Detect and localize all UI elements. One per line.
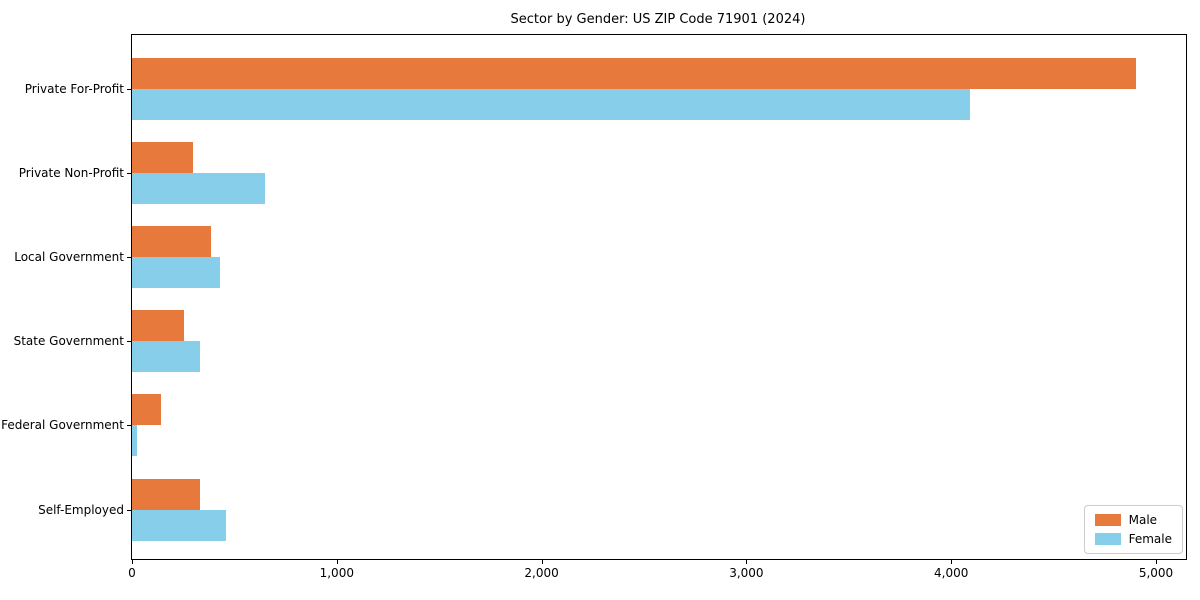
y-tick-local-government: [127, 257, 132, 259]
bar-male-local-government: [132, 226, 211, 258]
y-tick-private-non-profit: [127, 173, 132, 175]
bar-male-federal-government: [132, 394, 161, 426]
bar-female-federal-government: [132, 425, 138, 457]
x-tick-2000: [541, 559, 543, 564]
x-tick-label-4000: 4,000: [934, 566, 969, 580]
y-tick-self-employed: [127, 509, 132, 511]
x-tick-label-3000: 3,000: [729, 566, 764, 580]
y-tick-private-for-profit: [127, 89, 132, 90]
bar-female-private-non-profit: [132, 173, 266, 205]
x-tick-label-1000: 1,000: [319, 566, 354, 580]
y-tick-label-federal-government: Federal Government: [1, 418, 124, 433]
plot-area: Male Female Private For-Profit Private No…: [1, 34, 1187, 580]
bar-female-self-employed: [132, 509, 227, 541]
y-tick-state-government: [127, 341, 132, 343]
x-tick-1000: [336, 559, 338, 564]
bar-male-self-employed: [132, 478, 200, 510]
y-tick-label-private-non-profit: Private Non-Profit: [18, 166, 124, 181]
bar-male-private-for-profit: [132, 58, 1136, 89]
legend-swatch-male-icon: [1094, 514, 1121, 526]
x-tick-label-2000: 2,000: [524, 566, 559, 580]
bar-female-private-for-profit: [132, 89, 970, 120]
legend-label-male: Male: [1128, 513, 1158, 527]
legend-label-female: Female: [1128, 532, 1172, 546]
x-tick-3000: [746, 559, 748, 564]
bar-male-private-non-profit: [132, 142, 194, 174]
chart-title: Sector by Gender: US ZIP Code 71901 (202…: [510, 12, 806, 27]
bar-male-state-government: [132, 310, 185, 342]
x-tick-5000: [1156, 559, 1157, 564]
bar-female-state-government: [132, 341, 200, 373]
x-tick-label-5000: 5,000: [1138, 566, 1174, 580]
y-tick-label-self-employed: Self-Employed: [38, 502, 124, 517]
legend-item-male: Male: [1094, 513, 1172, 527]
y-tick-federal-government: [127, 425, 132, 427]
legend-item-female: Female: [1094, 532, 1172, 546]
y-tick-label-state-government: State Government: [13, 334, 124, 349]
legend: Male Female: [1083, 505, 1183, 554]
legend-swatch-female-icon: [1094, 533, 1121, 545]
y-tick-label-private-for-profit: Private For-Profit: [24, 82, 124, 96]
x-tick-0: [132, 559, 133, 564]
bar-female-local-government: [132, 257, 221, 289]
x-tick-label-0: 0: [128, 566, 136, 580]
x-tick-4000: [951, 559, 953, 564]
y-tick-label-local-government: Local Government: [14, 250, 124, 265]
